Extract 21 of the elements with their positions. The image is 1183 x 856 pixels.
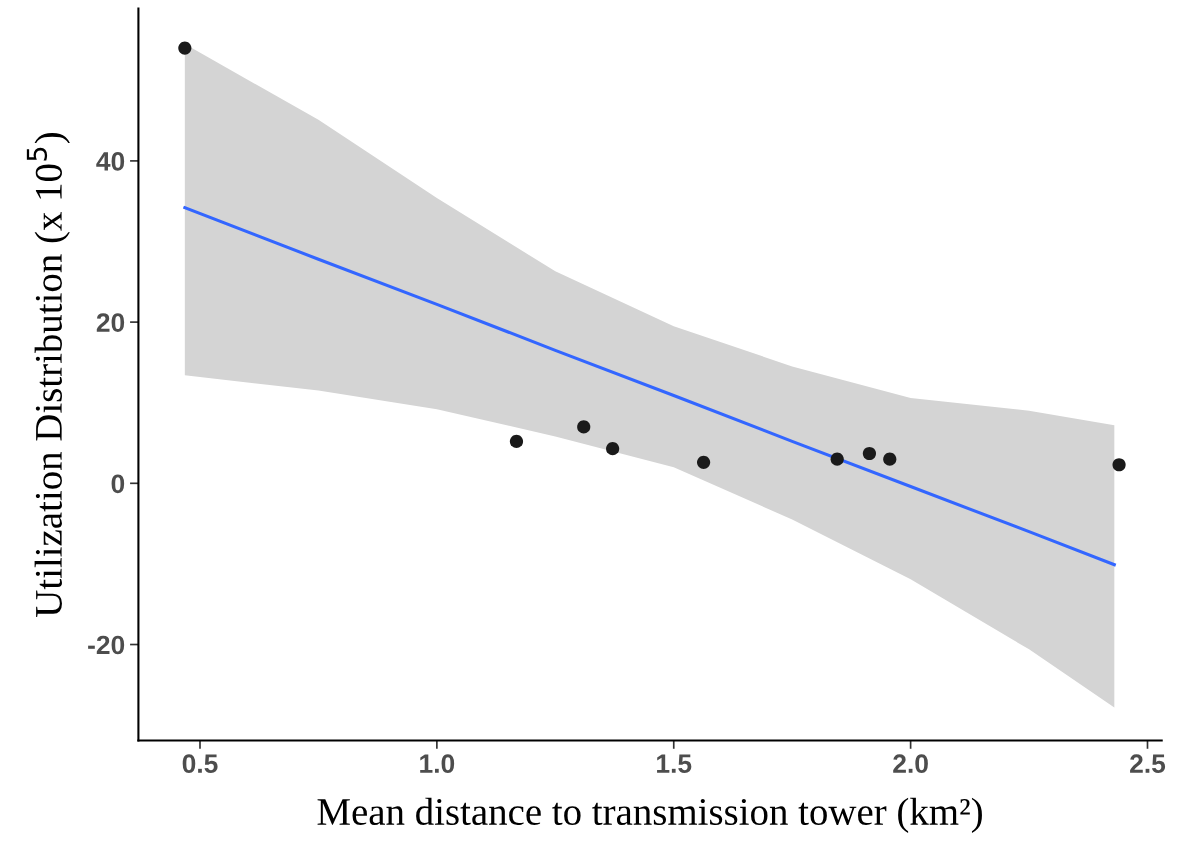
- x-tick-label: 1.5: [657, 754, 692, 774]
- point: [862, 446, 876, 461]
- x-tick-label: 1.0: [420, 754, 455, 774]
- x-tick-label: 2.0: [893, 754, 928, 774]
- point: [830, 452, 844, 466]
- point: [509, 434, 524, 448]
- y-tick-label: 20: [96, 313, 125, 332]
- point: [883, 452, 897, 466]
- line-series: [183, 206, 1116, 567]
- y-tick-label: 0: [111, 474, 125, 494]
- point: [697, 455, 711, 469]
- x-tick-label: 2.5: [1130, 754, 1166, 774]
- x-axis-title: Mean distance to transmission tower (km²): [317, 797, 982, 833]
- point: [577, 420, 591, 434]
- y-tick-label: 40: [96, 152, 125, 171]
- point: [178, 41, 192, 55]
- point: [1112, 458, 1126, 472]
- point: [606, 442, 620, 456]
- y-tick-label: -20: [88, 635, 125, 655]
- x-tick-label: 0.5: [182, 754, 218, 774]
- y-axis-title: Utilization Distribution (x 10$^{5}$): [26, 133, 70, 617]
